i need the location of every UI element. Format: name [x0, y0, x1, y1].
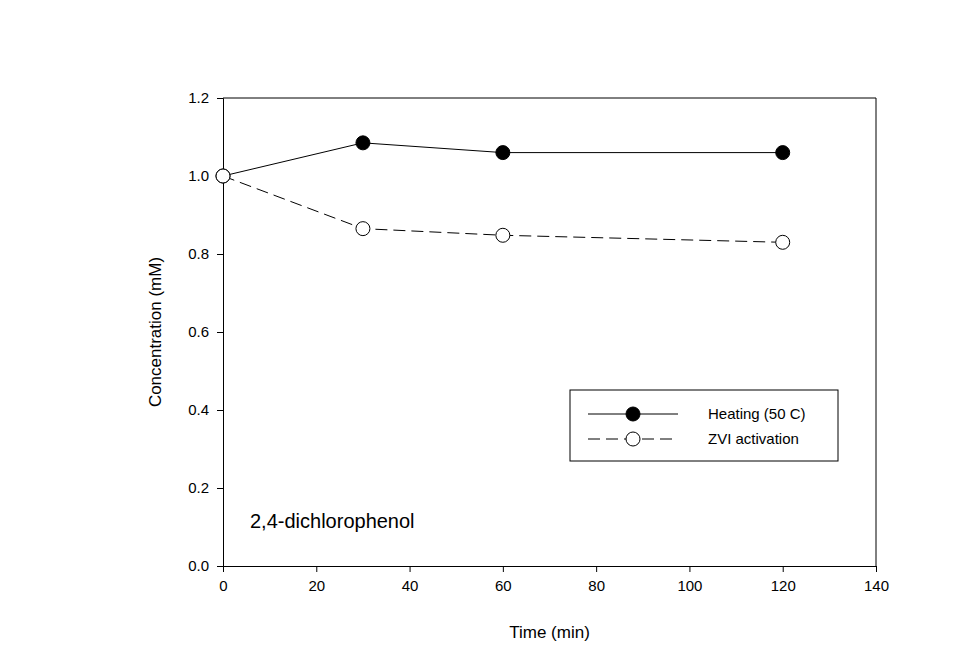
x-tick-mark — [689, 566, 690, 572]
x-tick: 0 — [219, 566, 227, 594]
y-tick: 0.4 — [188, 401, 223, 418]
legend-box — [570, 390, 838, 461]
y-tick: 0.2 — [188, 479, 223, 496]
y-tick-label: 0.4 — [188, 401, 209, 418]
data-point — [776, 235, 790, 249]
x-tick-label: 0 — [219, 577, 227, 594]
legend-marker — [626, 407, 640, 421]
y-axis-title: Concentration (mM) — [146, 257, 165, 407]
y-tick: 1.2 — [188, 89, 223, 106]
frame-right — [876, 98, 877, 566]
x-tick: 60 — [495, 566, 512, 594]
y-tick: 0.0 — [188, 557, 223, 574]
x-tick-mark — [316, 566, 317, 572]
x-tick: 120 — [771, 566, 796, 594]
x-tick: 100 — [677, 566, 702, 594]
y-tick-mark — [217, 254, 223, 255]
x-axis: 0 20 40 60 80 100 120 140 — [219, 566, 889, 594]
data-point — [356, 136, 370, 150]
chart: 0 20 40 60 80 100 120 140 0.0 0.2 0.4 0.6 0.8 1.0 1.2 T… — [0, 0, 977, 657]
data-point — [496, 228, 510, 242]
x-axis-line — [224, 567, 877, 573]
y-tick-mark — [217, 488, 223, 489]
legend-marker — [626, 432, 640, 446]
y-tick-mark — [217, 98, 223, 99]
series-line — [223, 176, 783, 242]
x-tick-label: 80 — [588, 577, 605, 594]
y-tick-mark — [217, 566, 223, 567]
data-point — [496, 146, 510, 160]
series-line — [223, 143, 783, 176]
x-tick-mark — [503, 566, 504, 572]
plot: 0 20 40 60 80 100 120 140 0.0 0.2 0.4 0.6 0.8 1.0 1.2 — [188, 89, 889, 593]
y-tick-label: 0.0 — [188, 557, 209, 574]
x-tick-mark — [410, 566, 411, 572]
y-tick-label: 0.2 — [188, 479, 209, 496]
data-area — [216, 136, 790, 249]
x-tick-mark — [876, 566, 877, 572]
x-tick-label: 20 — [308, 577, 325, 594]
data-point — [216, 169, 230, 183]
y-axis: 0.0 0.2 0.4 0.6 0.8 1.0 1.2 — [188, 89, 223, 574]
legend-label: Heating (50 C) — [708, 405, 806, 422]
x-tick: 20 — [308, 566, 325, 594]
annotation: 2,4-dichlorophenol — [250, 510, 415, 532]
data-point — [776, 146, 790, 160]
x-tick-label: 100 — [677, 577, 702, 594]
data-point — [356, 222, 370, 236]
x-tick-label: 60 — [495, 577, 512, 594]
frame-top — [223, 98, 876, 99]
x-tick-label: 120 — [771, 577, 796, 594]
x-tick-mark — [596, 566, 597, 572]
y-tick-label: 0.6 — [188, 323, 209, 340]
x-tick: 80 — [588, 566, 605, 594]
x-tick-label: 40 — [402, 577, 419, 594]
x-tick: 40 — [402, 566, 419, 594]
y-tick-mark — [217, 332, 223, 333]
y-tick-label: 1.0 — [188, 167, 209, 184]
x-tick-label: 140 — [864, 577, 889, 594]
y-tick-label: 1.2 — [188, 89, 209, 106]
y-tick-label: 0.8 — [188, 245, 209, 262]
x-tick-mark — [783, 566, 784, 572]
x-axis-title: Time (min) — [509, 623, 590, 642]
x-tick: 140 — [864, 566, 889, 594]
y-tick: 0.8 — [188, 245, 223, 262]
legend: Heating (50 C) ZVI activation — [570, 390, 838, 461]
data-point — [216, 169, 230, 183]
legend-label: ZVI activation — [708, 430, 799, 447]
y-tick: 0.6 — [188, 323, 223, 340]
y-tick-mark — [217, 410, 223, 411]
